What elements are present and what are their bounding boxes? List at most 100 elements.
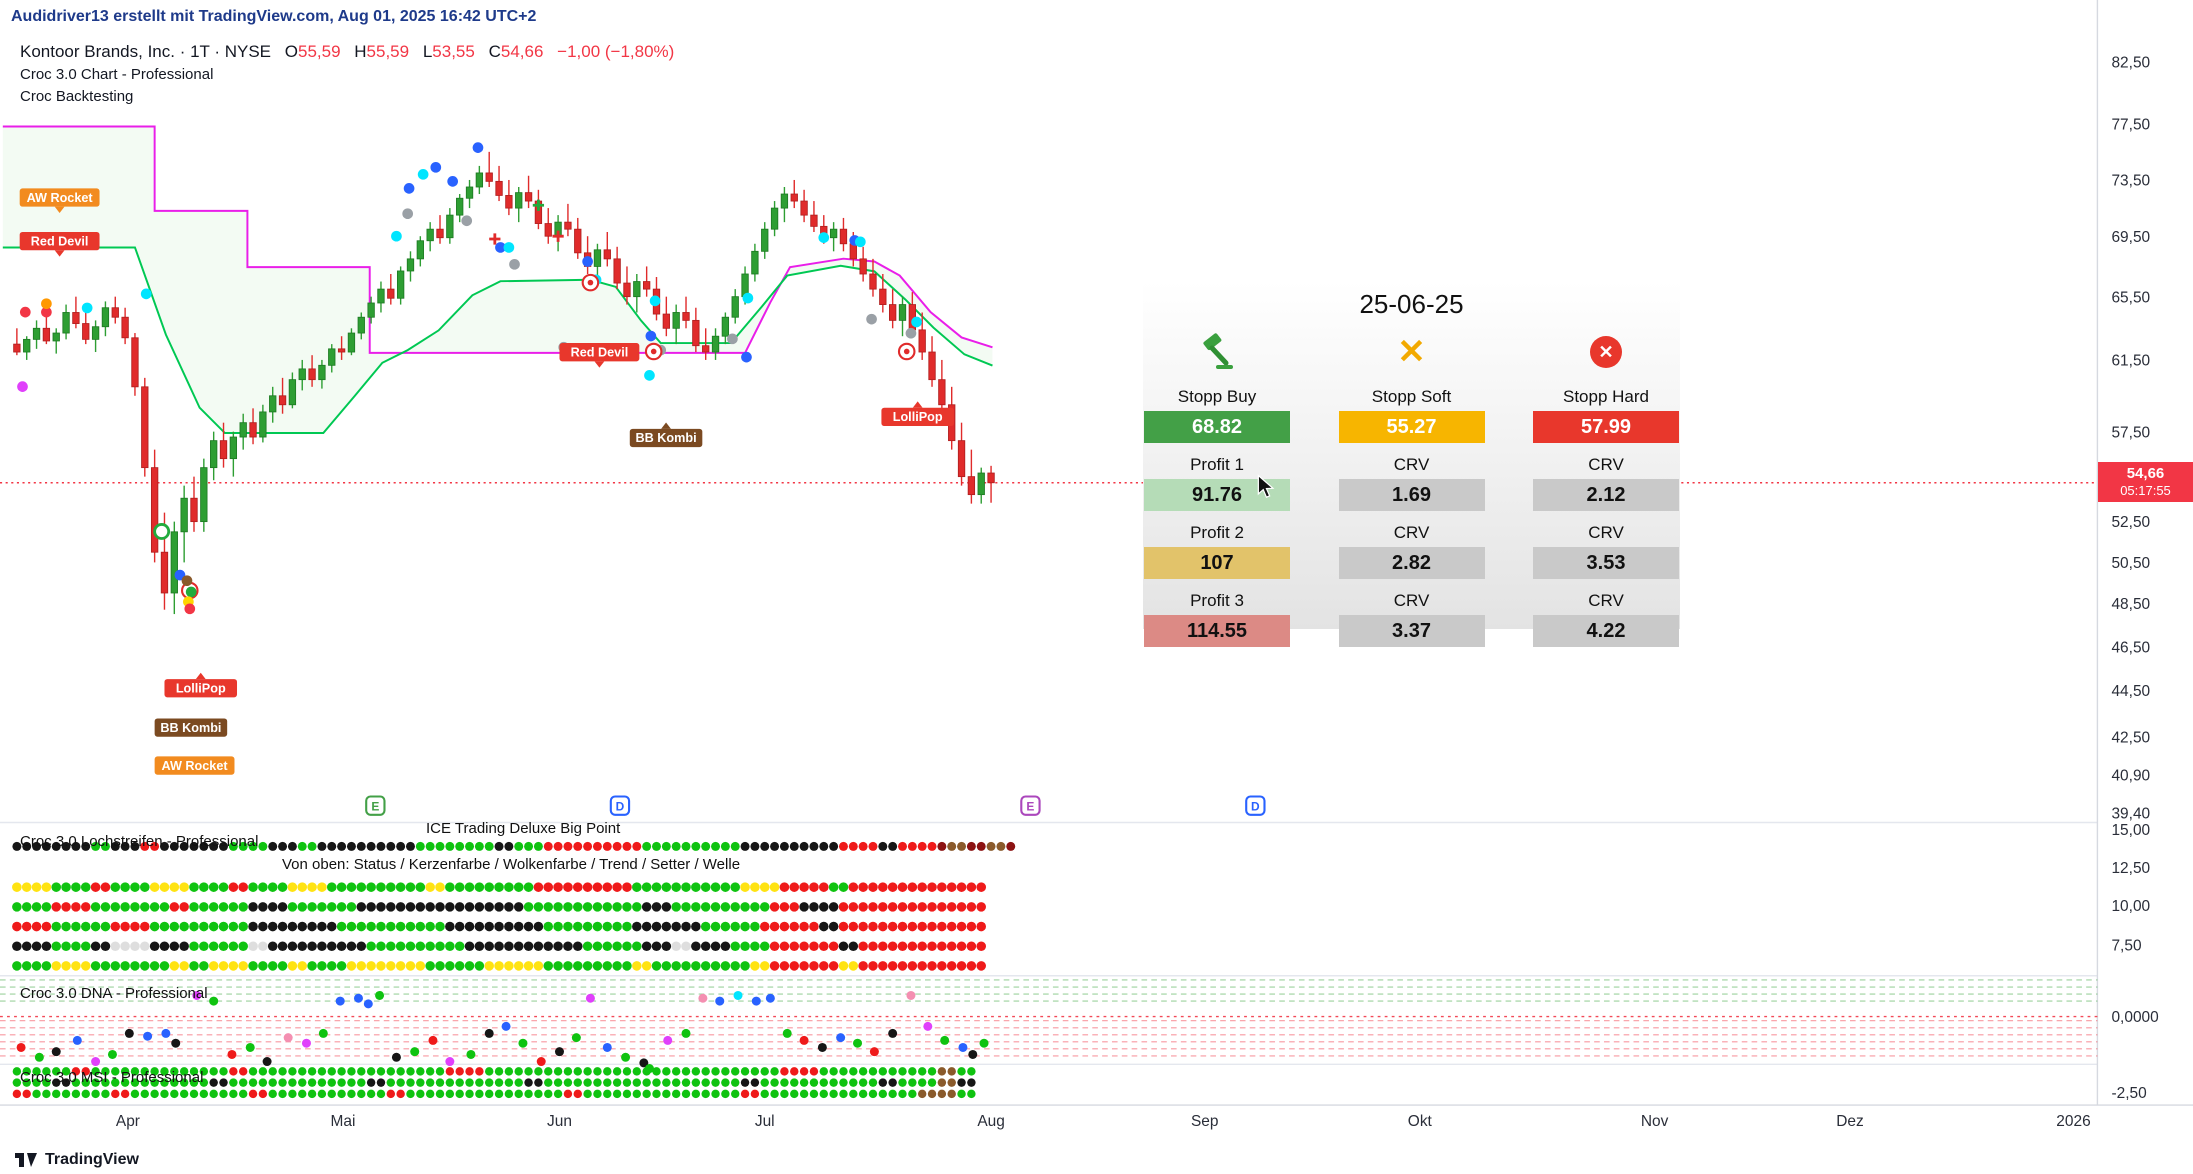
- candle-body: [505, 195, 513, 209]
- time-axis[interactable]: Apr Mai Jun Jul Aug Sep Okt Nov Dez 2026: [116, 1113, 2091, 1130]
- signal-markers: [17, 142, 922, 615]
- mouse-cursor: [1255, 474, 1277, 505]
- candle-body: [839, 228, 848, 245]
- svg-text:7,50: 7,50: [2111, 937, 2141, 954]
- dot-row: [12, 882, 987, 892]
- panel-column-buy: Stopp Buy 68.82 Profit 1 91.76 Profit 2 …: [1144, 323, 1290, 653]
- candle-body: [574, 228, 582, 254]
- candle-body: [82, 323, 90, 340]
- svg-text:E: E: [371, 800, 379, 814]
- svg-text:Aug: Aug: [977, 1113, 1004, 1130]
- dot-row: [12, 961, 987, 971]
- candle-body: [210, 440, 218, 469]
- event-marker-E[interactable]: E: [1020, 795, 1041, 816]
- svg-text:39,40: 39,40: [2111, 805, 2150, 822]
- crv1-soft-label: CRV: [1393, 455, 1430, 474]
- candle-body: [121, 316, 129, 339]
- candle-body: [898, 304, 907, 321]
- stop-buy-label: Stopp Buy: [1177, 387, 1257, 406]
- candle-body: [889, 304, 897, 321]
- red-dot-marker: [41, 306, 52, 318]
- candle-body: [62, 312, 70, 334]
- dna-pane-title[interactable]: Croc 3.0 DNA - Professional: [20, 985, 208, 1002]
- dna-guide-lines: [0, 979, 2098, 1057]
- candle-body: [495, 180, 503, 196]
- chart-label: BB Kombi: [154, 718, 228, 737]
- candle-body: [278, 395, 287, 406]
- candle-body: [13, 343, 21, 353]
- svg-text:BB Kombi: BB Kombi: [636, 431, 697, 445]
- candle-body: [337, 348, 346, 353]
- brown-dot-marker: [181, 575, 193, 587]
- tradingview-footer[interactable]: TradingView: [14, 1150, 139, 1170]
- candle-body: [711, 335, 720, 353]
- indicator-legend-backtesting[interactable]: Croc Backtesting: [20, 88, 134, 105]
- cyan-dot-marker: [742, 292, 754, 304]
- event-marker-E[interactable]: E: [365, 795, 386, 816]
- cyan-dot-marker: [649, 295, 661, 307]
- candle-body: [869, 273, 877, 290]
- gray-dot-marker: [866, 313, 877, 325]
- svg-text:77,50: 77,50: [2111, 116, 2150, 133]
- candle-body: [642, 281, 651, 290]
- ring-marker: [153, 523, 171, 540]
- indicator-legend-chart[interactable]: Croc 3.0 Chart - Professional: [20, 66, 214, 83]
- candle-body: [662, 313, 670, 329]
- candle-body: [190, 497, 198, 523]
- blue-dot-marker: [741, 351, 752, 363]
- candle-body: [770, 207, 779, 230]
- panel-column-hard: ✕ Stopp Hard 57.99 CRV 2.12 CRV 3.53 CRV…: [1533, 323, 1679, 653]
- price-axis[interactable]: 82,50 77,50 73,50 69,50 65,50 61,50 57,50 52,50…: [2111, 54, 2158, 1102]
- svg-text:48,50: 48,50: [2111, 596, 2150, 613]
- msi-pane-title[interactable]: Croc 3.0 MSI - Professional: [20, 1069, 204, 1086]
- event-marker-D[interactable]: D: [609, 795, 631, 816]
- candle-body: [91, 326, 100, 340]
- candle-body: [377, 288, 385, 304]
- cyan-dot-marker: [81, 302, 93, 314]
- candle-body: [72, 312, 80, 324]
- candle-body: [613, 258, 621, 284]
- candle-body: [544, 223, 552, 237]
- event-marker-D[interactable]: D: [1245, 795, 1266, 816]
- dot-row: [12, 921, 987, 932]
- profit2-label: Profit 2: [1190, 523, 1244, 542]
- red-dot-marker: [184, 603, 196, 615]
- blue-dot-marker: [403, 183, 415, 194]
- svg-text:AW Rocket: AW Rocket: [162, 759, 229, 773]
- symbol-title: Kontoor Brands, Inc. · 1T · NYSE: [20, 42, 272, 61]
- chart-label: LolliPop: [881, 401, 954, 427]
- dot-row: [12, 941, 987, 952]
- crv2-soft-value: 2.82: [1338, 547, 1485, 579]
- svg-text:69,50: 69,50: [2111, 229, 2150, 246]
- svg-text:Apr: Apr: [116, 1113, 140, 1130]
- cyan-dot-marker: [818, 232, 830, 243]
- low-label: L: [422, 42, 433, 61]
- candle-body: [239, 422, 247, 438]
- lochstreifen-pane-title[interactable]: Croc 3.0 Lochstreifen - Professional: [20, 833, 259, 850]
- svg-text:Sep: Sep: [1191, 1113, 1218, 1130]
- candle-body: [131, 337, 139, 388]
- orange-dot-marker: [41, 298, 52, 310]
- dot-row: [12, 902, 987, 912]
- candle-body: [456, 197, 464, 216]
- candle-body: [702, 345, 710, 353]
- crv2-hard-label: CRV: [1588, 523, 1624, 542]
- symbol-legend[interactable]: Kontoor Brands, Inc. · 1T · NYSE O55,59 …: [20, 42, 674, 62]
- dot-row: [12, 1067, 976, 1076]
- candle-body: [967, 476, 976, 496]
- candle-body: [396, 270, 405, 299]
- svg-text:57,50: 57,50: [2111, 424, 2150, 441]
- chart-label: LolliPop: [164, 672, 238, 698]
- svg-text:2026: 2026: [2056, 1113, 2090, 1130]
- cyan-dot-marker: [417, 168, 429, 180]
- candle-body: [160, 551, 169, 594]
- candle-body: [593, 249, 602, 267]
- svg-text:Red Devil: Red Devil: [571, 345, 629, 359]
- gray-dot-marker: [509, 258, 520, 270]
- plus-marker: [532, 199, 545, 211]
- candle-body: [347, 332, 356, 353]
- candle-body: [42, 327, 51, 342]
- high-value: 55,59: [366, 42, 410, 61]
